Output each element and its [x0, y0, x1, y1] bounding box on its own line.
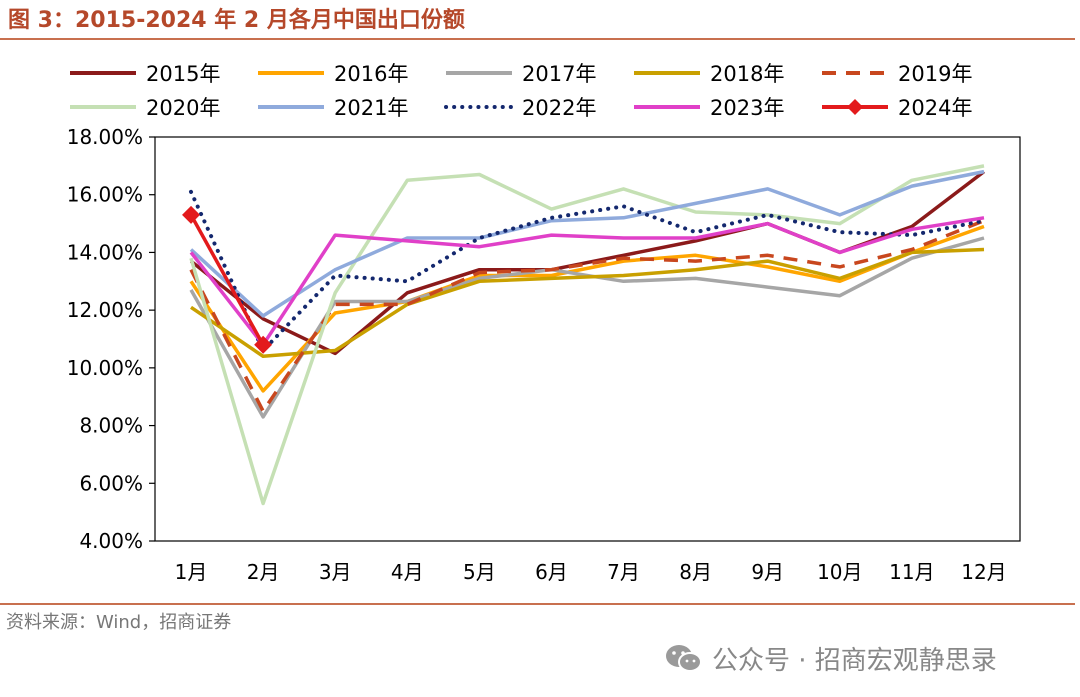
series-line-2022年 [189, 189, 986, 353]
series-line-2018年 [190, 247, 985, 359]
x-tick-label: 8月 [679, 560, 712, 584]
x-tick-label: 10月 [817, 560, 862, 584]
title-rule [0, 38, 1075, 40]
x-tick-label: 7月 [607, 560, 640, 584]
x-tick-label: 3月 [319, 560, 352, 584]
legend-label: 2019年 [898, 62, 972, 86]
series-line-2017年 [189, 236, 985, 419]
series-line-2020年 [189, 164, 985, 506]
x-tick-label: 4月 [391, 560, 424, 584]
x-tick-label: 5月 [463, 560, 496, 584]
series-line-2021年 [189, 169, 985, 318]
legend-label: 2023年 [710, 96, 784, 120]
x-tick-label: 11月 [889, 560, 934, 584]
x-tick-label: 9月 [751, 560, 784, 584]
y-tick-label: 14.00% [67, 240, 143, 264]
legend-label: 2020年 [146, 96, 220, 120]
y-tick-label: 4.00% [79, 529, 143, 553]
series-line-2024年 [189, 214, 265, 346]
legend-label: 2024年 [898, 96, 972, 120]
legend-label: 2021年 [334, 96, 408, 120]
series-line-2019年 [189, 219, 985, 413]
source-note: 资料来源：Wind，招商证券 [6, 612, 232, 633]
y-tick-label: 16.00% [67, 183, 143, 207]
wechat-icon [666, 644, 702, 672]
x-tick-label: 6月 [535, 560, 568, 584]
legend-label: 2015年 [146, 62, 220, 86]
data-point-2024年 [182, 205, 201, 224]
x-tick-label: 2月 [247, 560, 280, 584]
legend-label: 2017年 [522, 62, 596, 86]
legend-marker [847, 99, 863, 115]
line-chart: 4.00% 6.00% 8.00% 10.00% 12.00% 14.00% 16.00% 1… [67, 62, 1021, 584]
watermark-text: 公众号 · 招商宏观静思录 [712, 646, 997, 676]
plot-frame [154, 136, 1021, 542]
y-tick-label: 18.00% [67, 125, 143, 149]
data-point-2024年 [254, 335, 273, 354]
legend-label: 2016年 [334, 62, 408, 86]
y-tick-label: 8.00% [79, 414, 143, 438]
footer-rule [0, 603, 1075, 605]
series-line-2023年 [189, 216, 985, 347]
x-tick-label: 1月 [175, 560, 208, 584]
legend-label: 2022年 [522, 96, 596, 120]
y-tick-label: 6.00% [79, 471, 143, 495]
y-tick-label: 12.00% [67, 298, 143, 322]
x-tick-label: 12月 [961, 560, 1006, 584]
watermark: 公众号 · 招商宏观静思录 [664, 640, 997, 677]
y-tick-label: 10.00% [67, 356, 143, 380]
figure-title: 图 3：2015-2024 年 2 月各月中国出口份额 [8, 8, 465, 33]
legend-label: 2018年 [710, 62, 784, 86]
